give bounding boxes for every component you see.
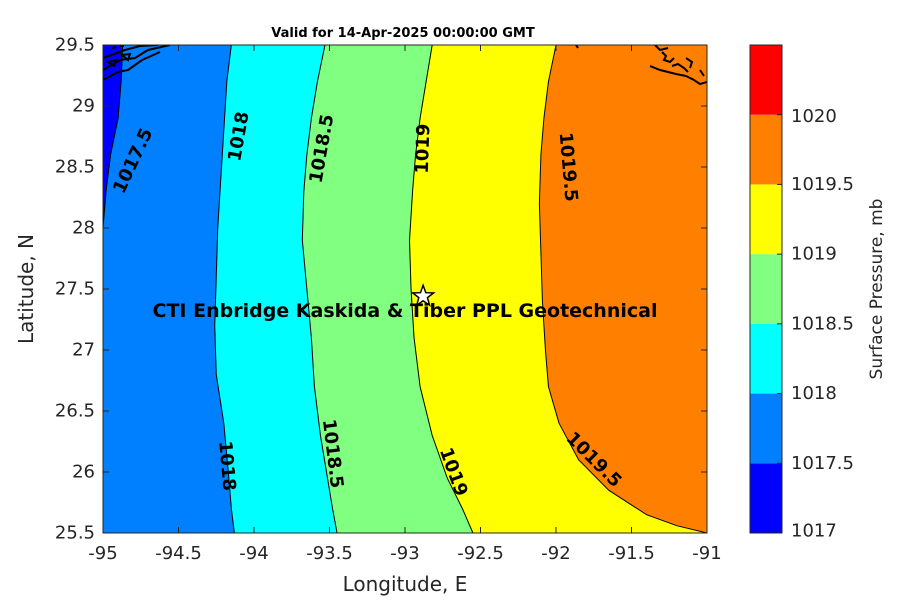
site-annotation: CTI Enbridge Kaskida & Tiber PPL Geotech…	[153, 283, 658, 322]
x-tick-label: -93.5	[306, 543, 353, 564]
x-tick-label: -95	[88, 543, 117, 564]
contour-line-1017.5	[103, 45, 124, 533]
contour-line-1018.5	[301, 45, 338, 533]
colorbar: 1017 1017.5 1018 1018.5 1019 1019.5 1020	[749, 44, 854, 542]
x-tick-label: -94	[239, 543, 268, 564]
colorbar-swatch-1018	[750, 323, 782, 394]
site-annotation-text: CTI Enbridge Kaskida & Tiber PPL Geotech…	[153, 300, 658, 322]
y-tick-label: 25.5	[55, 523, 95, 544]
y-axis: 25.5 26 26.5 27 27.5 28 28.5 29 29.5	[55, 35, 707, 544]
x-axis: -95 -94.5 -94 -93.5 -93 -92.5 -92 -91.5 -91	[88, 45, 722, 564]
y-tick-label: 27.5	[55, 279, 95, 300]
y-tick-label: 29	[72, 96, 95, 117]
x-tick-label: -91	[692, 543, 721, 564]
y-tick-label: 26.5	[55, 401, 95, 422]
contour-line-1019.5	[538, 45, 707, 533]
x-axis-label: Longitude, E	[343, 572, 468, 596]
site-star-marker	[410, 283, 436, 307]
y-tick-label: 27	[72, 340, 95, 361]
contour-band-1017.5-1018	[103, 45, 235, 533]
colorbar-tick-label: 1019	[791, 244, 837, 265]
y-axis-label: Latitude, N	[14, 234, 38, 344]
colorbar-label: Surface Pressure, mb	[867, 199, 887, 380]
y-tick-label: 26	[72, 462, 95, 483]
colorbar-swatch-1019	[750, 184, 782, 255]
contour-label-1019-1: 1019	[412, 123, 435, 174]
colorbar-tick-label: 1018	[791, 383, 837, 404]
colorbar-tick-label: 1017.5	[791, 453, 854, 474]
colorbar-frame	[749, 44, 783, 534]
contour-label-1018-2: 1018	[214, 440, 239, 492]
colorbar-tick-label: 1017	[791, 521, 837, 542]
x-tick-label: -93	[390, 543, 419, 564]
x-tick-label: -92	[541, 543, 570, 564]
contour-band-1019-1019.5	[409, 45, 707, 533]
plot-area: 1017.5 101810181018.51018.5101910191019.5…	[103, 45, 707, 533]
contour-band-1018.5-1019	[302, 45, 473, 533]
colorbar-tick-label: 1018.5	[791, 313, 854, 334]
colorbar-swatch-1017	[750, 463, 782, 533]
colorbar-tick-label: 1019.5	[791, 174, 854, 195]
colorbar-swatch-1019.5	[750, 114, 782, 185]
contour-line-1019	[409, 45, 474, 533]
coastline	[103, 45, 707, 86]
colorbar-tick-label: 1020	[791, 106, 837, 127]
x-tick-label: -91.5	[608, 543, 655, 564]
x-tick-label: -92.5	[457, 543, 504, 564]
contour-line-1018	[214, 45, 235, 533]
contour-band-1018-1018.5	[214, 45, 338, 533]
colorbar-swatch-1020	[750, 45, 782, 115]
x-tick-label: -94.5	[155, 543, 202, 564]
colorbar-swatch-1018.5	[750, 254, 782, 324]
chart-title: Valid for 14-Apr-2025 00:00:00 GMT	[271, 26, 535, 41]
y-tick-label: 28	[72, 218, 95, 239]
contour-band-1019.5-1020	[539, 45, 707, 533]
colorbar-swatch-1017.5	[750, 393, 782, 464]
y-tick-label: 29.5	[55, 35, 95, 56]
y-tick-label: 28.5	[55, 157, 95, 178]
